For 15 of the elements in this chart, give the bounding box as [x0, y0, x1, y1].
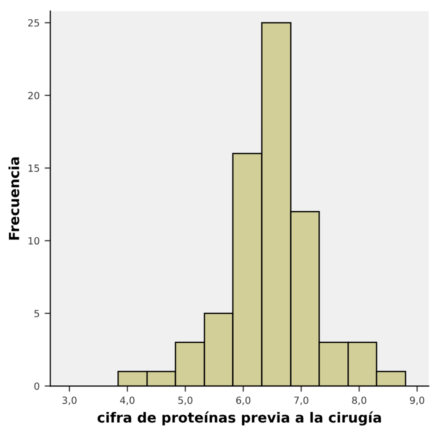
- x-tick-label: 6,0: [236, 396, 250, 405]
- y-tick-label: 15: [28, 164, 40, 172]
- x-tick-label: 8,0: [352, 396, 366, 405]
- y-axis-title: Frecuencia: [8, 157, 20, 240]
- y-tick-label: 5: [34, 310, 40, 318]
- x-tick-label: 5,0: [178, 396, 192, 405]
- x-tick-label: 7,0: [294, 396, 308, 405]
- x-axis-title: cifra de proteínas previa a la cirugía: [98, 411, 381, 426]
- y-tick-label: 25: [28, 19, 40, 27]
- y-tick-label: 20: [28, 92, 40, 100]
- x-tick-label: 3,0: [62, 396, 77, 405]
- y-tick-label: 0: [34, 382, 40, 390]
- x-tick-label: 4,0: [120, 396, 134, 405]
- x-tick-label: 9,0: [410, 396, 424, 405]
- y-tick-label: 10: [28, 237, 40, 245]
